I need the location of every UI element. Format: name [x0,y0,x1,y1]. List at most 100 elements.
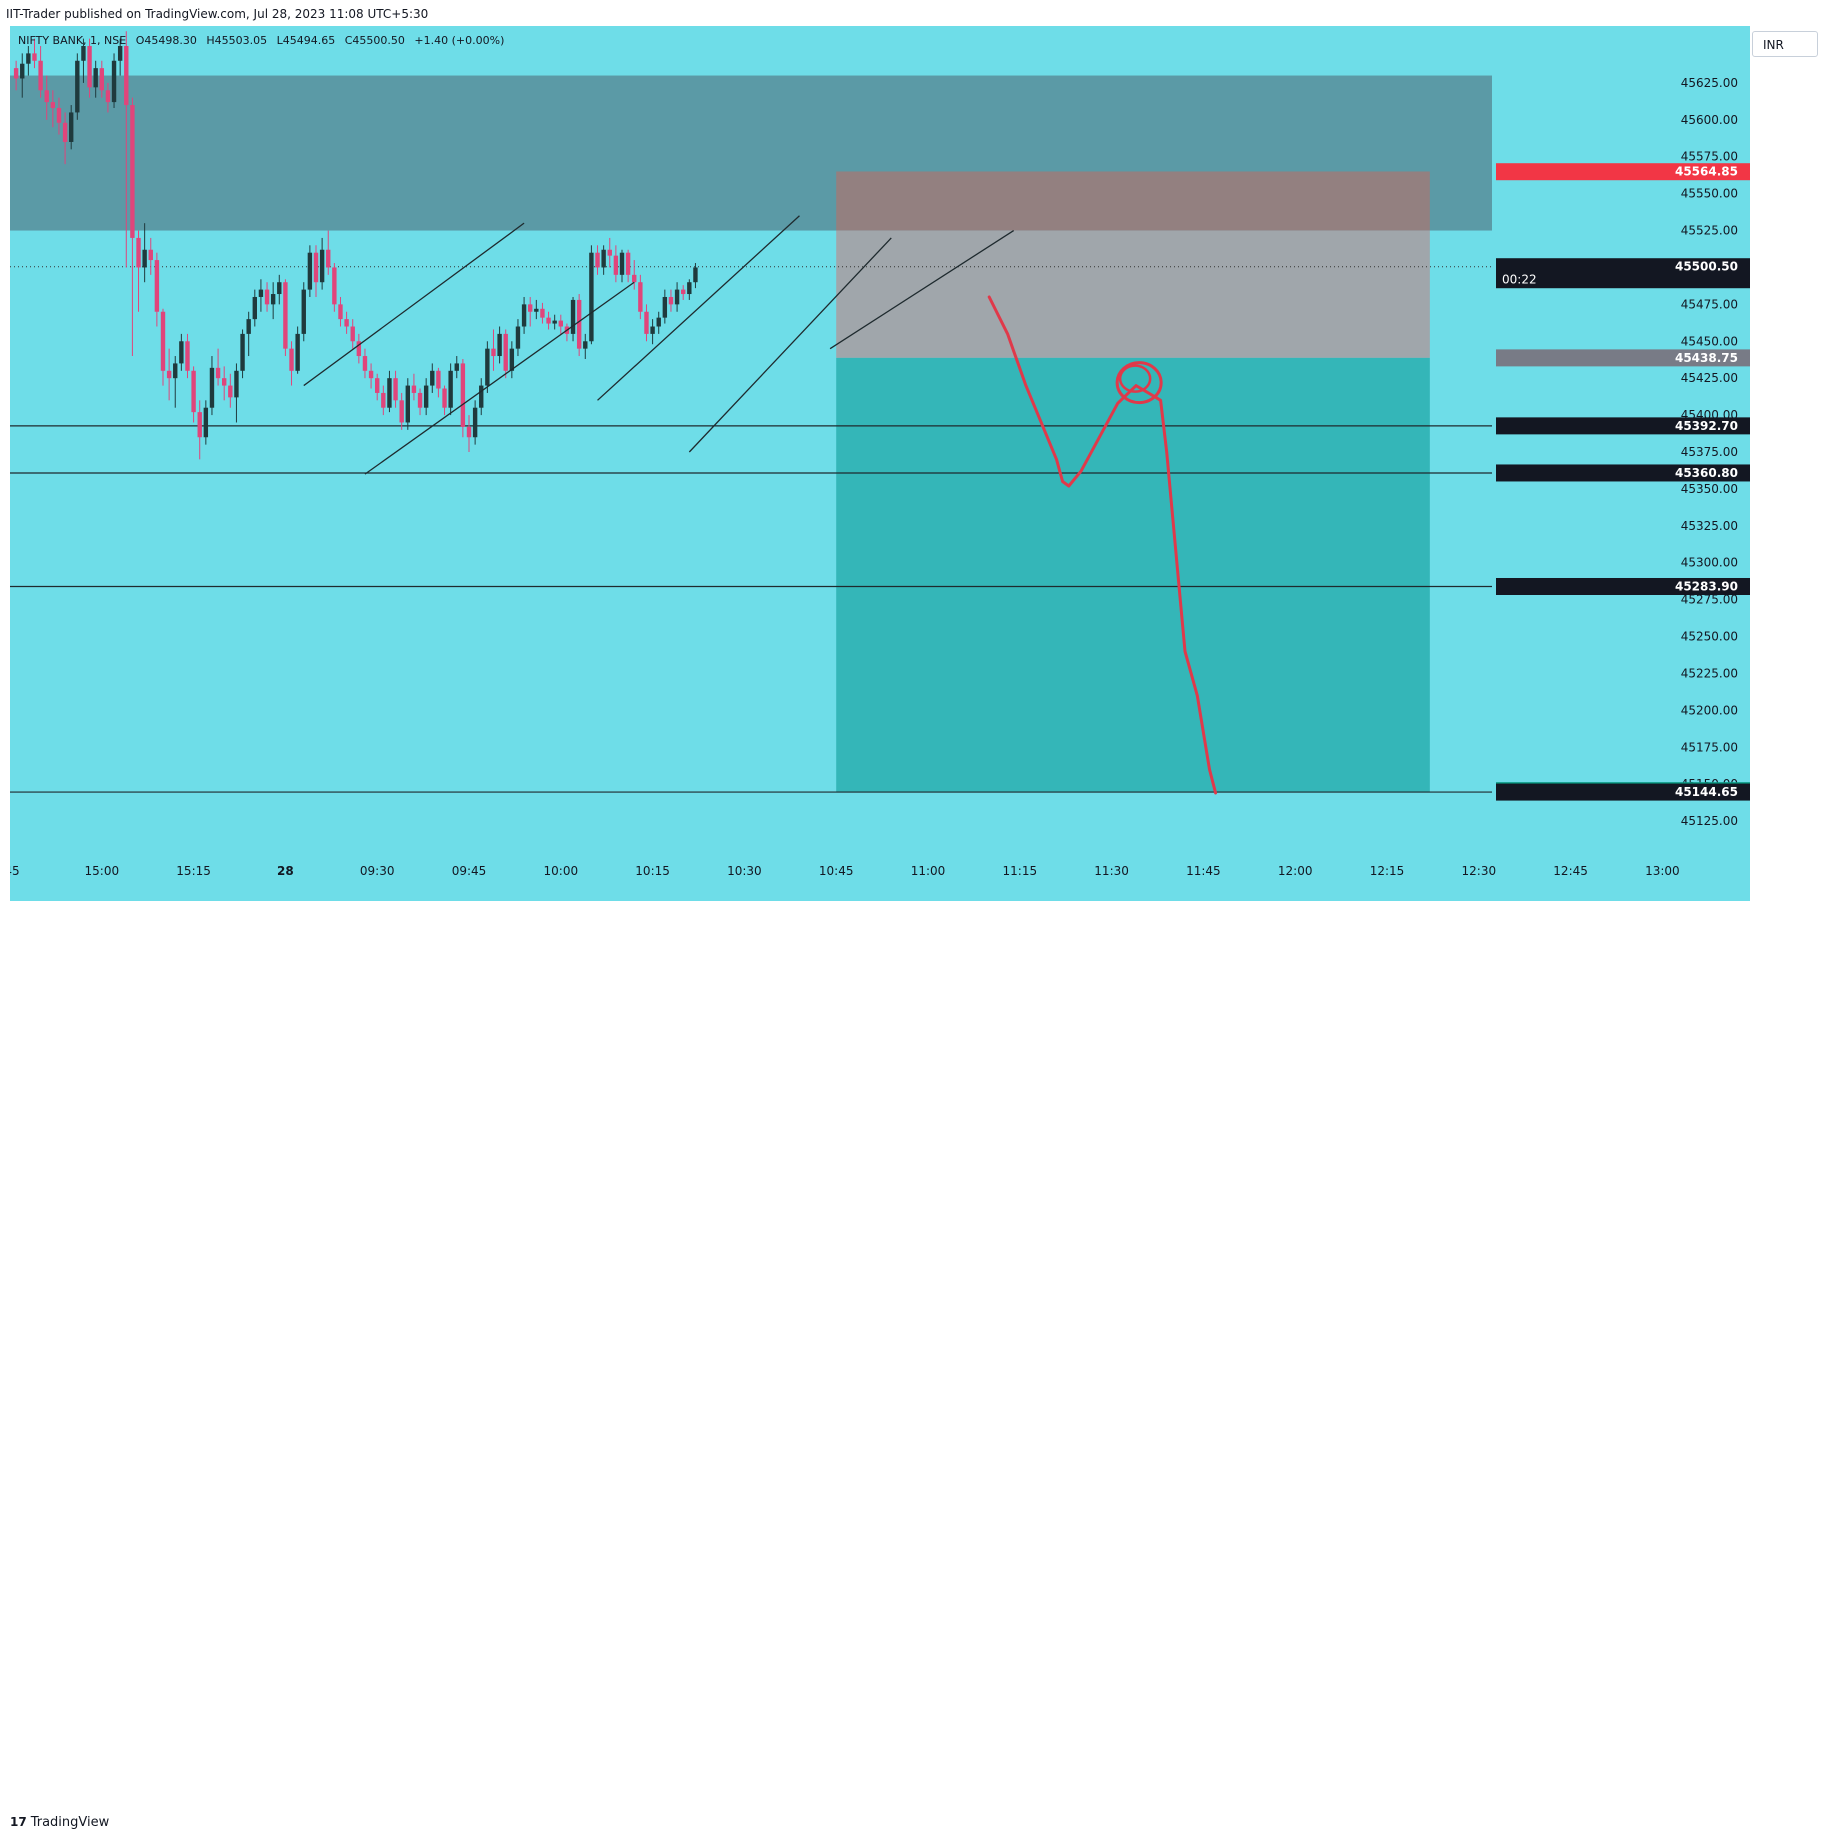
candle-body[interactable] [307,252,313,290]
price-label-stop[interactable] [1496,163,1750,181]
candle-body[interactable] [558,320,563,327]
candle-body[interactable] [570,299,576,334]
candle-body[interactable] [252,296,257,320]
candle-body[interactable] [191,370,196,413]
chart-canvas[interactable]: 45625.00 45600.00 45575.00 45550.00 45525.00… [10,26,1750,901]
candle-body[interactable] [117,46,123,61]
candle-body[interactable] [50,102,56,109]
candle-body[interactable] [283,282,288,349]
candle-body[interactable] [56,108,62,123]
candle-body[interactable] [20,63,25,79]
candle-body[interactable] [430,370,435,386]
candle-body[interactable] [576,299,582,349]
candle-body[interactable] [460,363,466,427]
candle-body[interactable] [313,252,319,283]
chart-plot-area[interactable]: 45625.00 45600.00 45575.00 45550.00 45525.00… [10,26,1750,901]
candle-body[interactable] [130,105,135,238]
currency-button[interactable]: INR [1752,31,1818,57]
candle-body[interactable] [111,60,117,103]
candle-body[interactable] [638,282,643,312]
candle-body[interactable] [632,274,637,283]
candle-body[interactable] [44,90,49,103]
candle-body[interactable] [381,392,386,408]
candle-body[interactable] [203,407,209,438]
candle-body[interactable] [228,385,233,398]
candle-body[interactable] [264,289,270,305]
candle-body[interactable] [160,311,166,371]
candle-body[interactable] [289,348,294,371]
candle-body[interactable] [521,304,527,327]
candle-body[interactable] [448,370,453,408]
candle-body[interactable] [338,304,343,320]
candle-body[interactable] [497,333,502,357]
candle-body[interactable] [356,341,362,357]
price-label-line[interactable] [1496,464,1750,482]
tradingview-brand[interactable]: 17 TradingView [10,1815,109,1830]
candle-body[interactable] [295,333,300,371]
trend-channel-line[interactable] [303,222,525,387]
candle-body[interactable] [509,348,515,371]
candle-body[interactable] [81,46,86,61]
candle-body[interactable] [399,400,404,423]
entry-zone[interactable] [836,230,1430,358]
price-label-line[interactable] [1496,783,1750,801]
candle-body[interactable] [185,341,190,371]
candle-body[interactable] [552,320,557,324]
candle-body[interactable] [607,249,612,256]
trend-channel-line[interactable] [364,281,635,475]
drawing-circle[interactable] [1115,361,1163,405]
candle-body[interactable] [387,378,392,408]
candle-body[interactable] [687,282,692,295]
candle-body[interactable] [166,370,172,379]
candle-body[interactable] [99,68,104,91]
candle-body[interactable] [148,249,153,261]
candle-body[interactable] [350,326,355,342]
candle-body[interactable] [222,378,227,386]
stop-zone[interactable] [836,171,1430,231]
candle-body[interactable] [668,296,674,305]
time-axis[interactable] [10,838,1750,901]
candle-body[interactable] [105,90,111,103]
candle-body[interactable] [534,308,539,312]
candle-body[interactable] [583,341,588,349]
candle-body[interactable] [368,370,374,379]
candle-body[interactable] [246,319,251,334]
candle-body[interactable] [693,267,698,283]
candle-body[interactable] [436,370,441,389]
candle-body[interactable] [466,426,472,438]
candle-body[interactable] [613,255,619,275]
candle-body[interactable] [417,392,423,408]
candle-body[interactable] [69,112,74,142]
price-label-line[interactable] [1496,417,1750,435]
candle-body[interactable] [595,252,600,268]
candle-body[interactable] [277,282,282,295]
candle-body[interactable] [515,326,521,349]
candle-body[interactable] [362,356,368,371]
candle-body[interactable] [656,317,661,327]
candle-body[interactable] [503,333,508,371]
candle-body[interactable] [662,296,668,318]
projection-drawing[interactable] [987,295,1218,795]
candle-body[interactable] [215,367,221,379]
candle-body[interactable] [13,68,19,79]
candle-body[interactable] [197,412,202,438]
candle-body[interactable] [173,363,178,379]
candle-body[interactable] [332,267,337,305]
candle-body[interactable] [38,60,43,91]
candle-body[interactable] [491,348,496,357]
candle-body[interactable] [589,252,594,342]
candle-body[interactable] [26,53,31,64]
candle-body[interactable] [619,252,625,275]
candle-body[interactable] [601,249,606,268]
candle-body[interactable] [179,341,184,364]
candle-body[interactable] [625,252,631,275]
candle-body[interactable] [423,385,429,408]
candle-body[interactable] [375,378,380,393]
candle-body[interactable] [454,363,459,371]
candle-body[interactable] [393,378,398,401]
candle-body[interactable] [411,385,417,393]
target-zone[interactable] [836,357,1430,793]
trend-channel-line[interactable] [597,215,800,401]
candle-body[interactable] [87,46,92,88]
price-label-line[interactable] [1496,577,1750,595]
